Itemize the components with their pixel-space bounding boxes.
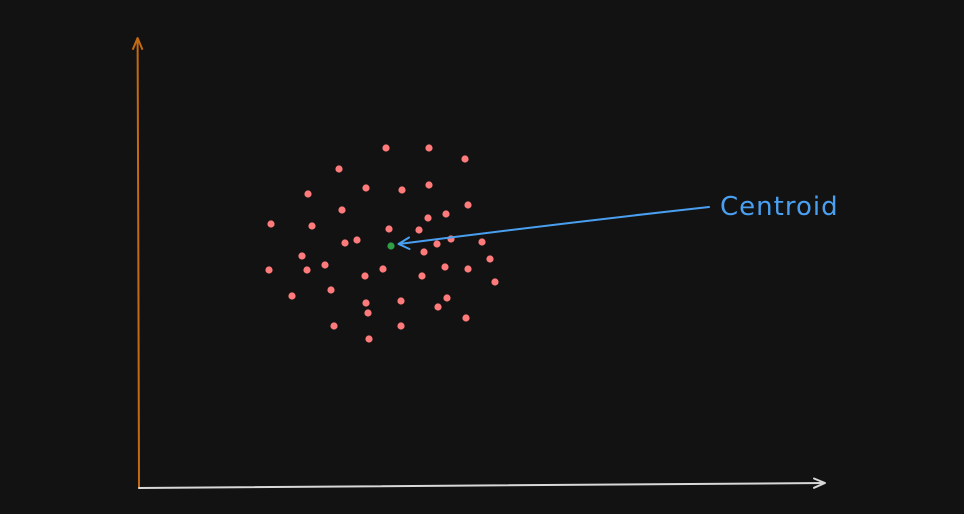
cluster-point	[341, 239, 349, 247]
centroid-point	[387, 242, 395, 250]
cluster-point	[491, 278, 499, 286]
cluster-point	[321, 261, 329, 269]
cluster-point	[425, 181, 433, 189]
x-axis-arrowhead	[813, 477, 826, 489]
cluster-point	[464, 201, 472, 209]
cluster-point	[382, 144, 390, 152]
cluster-point	[434, 303, 442, 311]
centroid-label: Centroid	[720, 192, 839, 222]
cluster-point	[420, 248, 428, 256]
y-axis-arrowhead	[132, 37, 144, 50]
cluster-point	[362, 184, 370, 192]
cluster-point	[365, 335, 373, 343]
cluster-point	[304, 190, 312, 198]
centroid-annotation: Centroid	[397, 192, 839, 250]
cluster-point	[288, 292, 296, 300]
cluster-point	[303, 266, 311, 274]
cluster-point	[308, 222, 316, 230]
cluster-point	[385, 225, 393, 233]
annotation-arrowhead	[397, 236, 411, 250]
cluster-point	[265, 266, 273, 274]
cluster-point	[486, 255, 494, 263]
cluster-point	[464, 265, 472, 273]
cluster-point	[338, 206, 346, 214]
cluster-point	[478, 238, 486, 246]
cluster-point	[267, 220, 275, 228]
cluster-point	[364, 309, 372, 317]
y-axis-line	[136, 39, 140, 489]
cluster-point	[327, 286, 335, 294]
cluster-point	[398, 186, 406, 194]
y-axis	[132, 37, 144, 489]
cluster-point	[461, 155, 469, 163]
cluster-point	[397, 297, 405, 305]
cluster-point	[397, 322, 405, 330]
annotation-arrow-line	[398, 206, 710, 245]
cluster-point	[425, 144, 433, 152]
cluster-point	[441, 263, 449, 271]
cluster-point	[442, 210, 450, 218]
cluster-point	[353, 236, 361, 244]
cluster-point	[418, 272, 426, 280]
cluster-points	[265, 144, 499, 343]
cluster-point	[462, 314, 470, 322]
cluster-point	[361, 272, 369, 280]
cluster-point	[330, 322, 338, 330]
x-axis	[138, 477, 826, 489]
cluster-point	[415, 226, 423, 234]
cluster-point	[424, 214, 432, 222]
x-axis-line	[138, 482, 825, 489]
cluster-point	[362, 299, 370, 307]
cluster-point	[379, 265, 387, 273]
cluster-point	[298, 252, 306, 260]
cluster-point	[335, 165, 343, 173]
cluster-point	[433, 240, 441, 248]
cluster-point	[443, 294, 451, 302]
